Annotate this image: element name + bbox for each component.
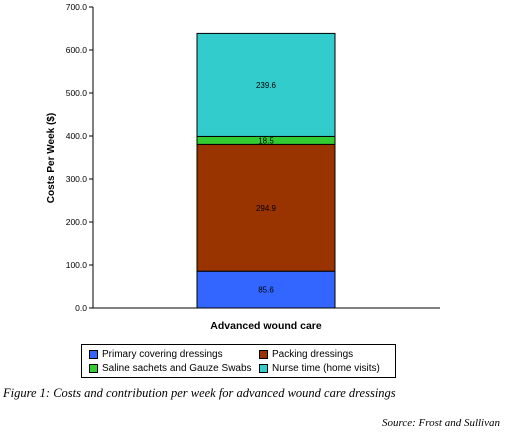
bar-segment-1 xyxy=(196,270,336,309)
bar-segment-2 xyxy=(196,143,336,272)
source-note: Source: Frost and Sullivan xyxy=(381,417,500,429)
legend-item-packing: Packing dressings xyxy=(259,349,353,360)
y-tick-label: 400.0 xyxy=(66,131,88,141)
legend-label-nurse: Nurse time (home visits) xyxy=(272,363,380,374)
legend-swatch-saline xyxy=(89,364,98,373)
data-label-4: 239.6 xyxy=(256,81,277,90)
legend-label-packing: Packing dressings xyxy=(272,349,354,360)
data-label-2: 294.9 xyxy=(256,204,277,213)
y-tick-label: 200.0 xyxy=(66,217,88,227)
legend-swatch-nurse xyxy=(259,364,268,373)
legend-label-primary: Primary covering dressings xyxy=(102,349,223,360)
legend-swatch-packing xyxy=(259,350,268,359)
chart: Costs Per Week ($) Advanced wound care 0… xyxy=(46,2,440,332)
y-tick-label: 0.0 xyxy=(75,303,87,313)
figure-caption: Figure 1: Costs and contribution per wee… xyxy=(3,386,396,400)
y-tick-label: 100.0 xyxy=(66,260,88,270)
legend-item-saline: Saline sachets and Gauze Swabs xyxy=(89,363,252,374)
legend-item-primary: Primary covering dressings xyxy=(89,349,223,360)
y-tick-label: 300.0 xyxy=(66,174,88,184)
x-category-label: Advanced wound care xyxy=(210,320,322,332)
bar-segment-4 xyxy=(196,32,336,137)
legend: Primary covering dressings Packing dress… xyxy=(81,344,396,378)
y-axis-label: Costs Per Week ($) xyxy=(46,113,57,203)
data-label-1: 85.6 xyxy=(258,286,274,295)
legend-label-saline: Saline sachets and Gauze Swabs xyxy=(102,363,252,374)
legend-swatch-primary xyxy=(89,350,98,359)
y-tick-label: 600.0 xyxy=(66,45,88,55)
legend-item-nurse: Nurse time (home visits) xyxy=(259,363,380,374)
y-tick-label: 500.0 xyxy=(66,88,88,98)
y-tick-label: 700.0 xyxy=(66,2,88,12)
data-label-3: 18.5 xyxy=(258,136,274,145)
